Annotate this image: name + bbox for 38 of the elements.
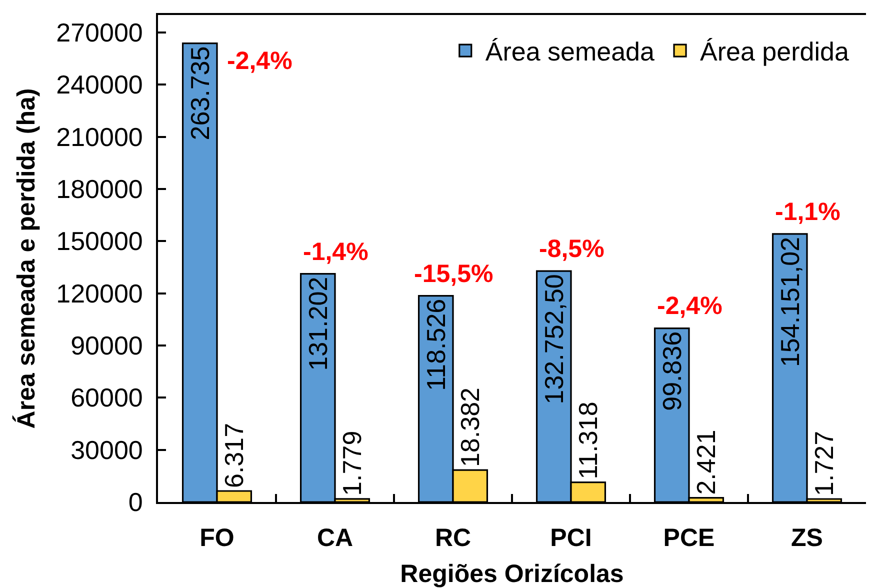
y-axis-title: Área semeada e perdida (ha) bbox=[11, 88, 40, 429]
annotation: -2,4% bbox=[657, 292, 722, 320]
y-tick-label: 0 bbox=[128, 487, 143, 518]
annotation: -1,4% bbox=[303, 238, 368, 266]
x-axis-title: Regiões Orizícolas bbox=[400, 560, 624, 588]
y-tick-label: 60000 bbox=[70, 382, 143, 413]
annotation: -2,4% bbox=[227, 47, 292, 75]
x-tick-label: FO bbox=[200, 524, 234, 552]
y-tick-label: 240000 bbox=[56, 70, 143, 100]
annotation: -1,1% bbox=[775, 198, 840, 226]
x-tick-label: ZS bbox=[791, 524, 823, 552]
y-tick-label: 120000 bbox=[56, 278, 143, 308]
y-tick-label: 90000 bbox=[70, 330, 143, 361]
x-tick-label: PCI bbox=[550, 524, 592, 552]
annotation: -15,5% bbox=[414, 260, 494, 288]
data-label: 99.836 bbox=[656, 331, 687, 411]
data-label: 11.318 bbox=[573, 402, 604, 480]
y-tick-label: 210000 bbox=[56, 122, 143, 152]
annotation: -8,5% bbox=[539, 235, 604, 263]
x-tick-label: PCE bbox=[663, 524, 715, 552]
data-label: 2.421 bbox=[691, 430, 722, 495]
y-tick-label: 30000 bbox=[70, 434, 143, 465]
data-label: 263.735 bbox=[184, 46, 215, 140]
data-label: 6.317 bbox=[219, 422, 250, 488]
x-tick-label: RC bbox=[434, 524, 472, 552]
data-label: 131.202 bbox=[302, 276, 333, 371]
data-label: 118.526 bbox=[420, 298, 451, 391]
y-tick-label: 180000 bbox=[56, 174, 143, 204]
data-label: 1.727 bbox=[809, 430, 840, 496]
data-label: 18.382 bbox=[455, 388, 486, 468]
data-label: 132.752,50 bbox=[538, 274, 569, 404]
y-tick-label: 150000 bbox=[56, 226, 143, 256]
data-label: 154.151,02 bbox=[774, 236, 805, 368]
legend-label: Área semeada bbox=[485, 36, 656, 67]
y-tick-label: 270000 bbox=[56, 17, 143, 48]
x-tick-label: CA bbox=[316, 524, 354, 552]
data-label: 1.779 bbox=[337, 430, 368, 496]
legend-label: Área perdida bbox=[700, 36, 850, 67]
